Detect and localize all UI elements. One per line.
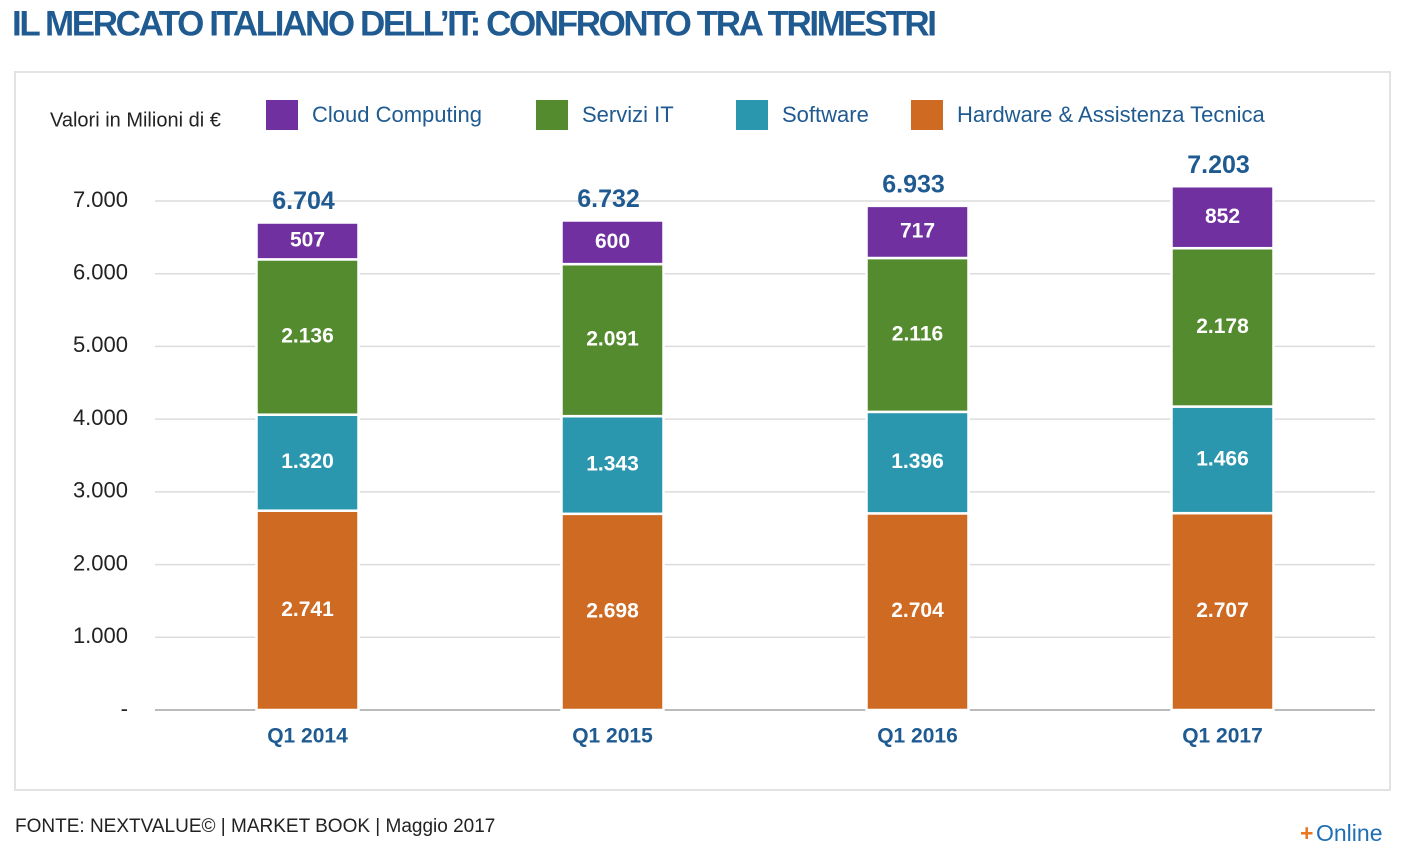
- data-label: 2.704: [891, 599, 944, 622]
- legend-swatch: [536, 100, 568, 130]
- legend-swatch: [736, 100, 768, 130]
- y-tick-label: 1.000: [73, 623, 128, 648]
- data-label: 2.136: [281, 325, 334, 348]
- total-label: 7.203: [1187, 151, 1250, 179]
- legend-swatch: [266, 100, 298, 130]
- legend-label: Hardware & Assistenza Tecnica: [957, 102, 1266, 127]
- data-label: 2.116: [892, 322, 943, 345]
- bar-segment: [255, 413, 360, 512]
- bar-segment: [560, 262, 665, 418]
- y-tick-label: 7.000: [73, 187, 128, 212]
- data-label: 1.320: [281, 450, 334, 473]
- data-label: 717: [900, 219, 935, 242]
- data-label: 1.466: [1196, 447, 1249, 470]
- bar-segment: [865, 204, 970, 260]
- data-label: 2.178: [1196, 315, 1249, 338]
- bar-segment: [1170, 184, 1275, 250]
- data-label: 2.091: [586, 328, 639, 351]
- bar-segment: [865, 256, 970, 414]
- y-tick-label: 3.000: [73, 478, 128, 503]
- x-tick-label: Q1 2016: [877, 725, 958, 748]
- total-label: 6.933: [882, 170, 945, 198]
- y-tick-label: 6.000: [73, 260, 128, 285]
- bar-segment: [560, 219, 665, 266]
- legend-label: Cloud Computing: [312, 102, 482, 127]
- logo-text: Online: [1316, 820, 1382, 846]
- total-label: 6.704: [272, 187, 335, 215]
- y-tick-label: 4.000: [73, 405, 128, 430]
- y-tick-label: -: [121, 696, 128, 721]
- bar-segment: [255, 221, 360, 261]
- y-axis-label: Valori in Milioni di €: [50, 109, 221, 131]
- source: FONTE: NEXTVALUE© | MARKET BOOK | Maggio…: [15, 816, 495, 837]
- data-label: 1.396: [891, 450, 944, 473]
- logo-plus: +: [1300, 820, 1313, 846]
- data-label: 507: [290, 229, 325, 252]
- legend-label: Servizi IT: [582, 102, 674, 127]
- x-tick-label: Q1 2014: [267, 725, 348, 748]
- data-label: 600: [595, 230, 630, 253]
- x-tick-label: Q1 2015: [572, 725, 653, 748]
- x-tick-label: Q1 2017: [1182, 725, 1263, 748]
- data-label: 2.707: [1196, 599, 1249, 622]
- bar-segment: [255, 509, 360, 712]
- y-tick-label: 2.000: [73, 550, 128, 575]
- y-tick-label: 5.000: [73, 332, 128, 357]
- chart-title: IL MERCATO ITALIANO DELL’IT: CONFRONTO T…: [12, 4, 935, 43]
- bar-segment: [865, 410, 970, 515]
- data-label: 1.343: [586, 453, 639, 476]
- bar-segment: [865, 512, 970, 712]
- legend-swatch: [911, 100, 943, 130]
- total-label: 6.732: [577, 185, 640, 213]
- data-label: 852: [1205, 205, 1240, 228]
- legend-label: Software: [782, 102, 869, 127]
- data-label: 2.741: [281, 598, 334, 621]
- chart-frame: [14, 71, 1391, 791]
- data-label: 2.698: [586, 599, 639, 622]
